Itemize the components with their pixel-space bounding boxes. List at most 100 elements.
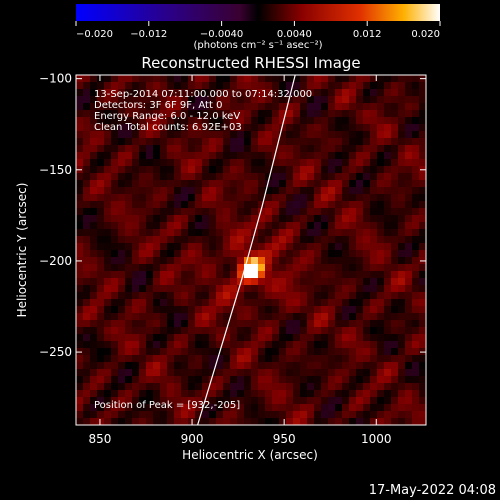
heatmap-cell xyxy=(132,250,140,258)
heatmap-cell xyxy=(412,397,420,405)
heatmap-cell xyxy=(230,362,238,370)
heatmap-cell xyxy=(328,187,336,195)
heatmap-cell xyxy=(125,404,133,412)
heatmap-cell xyxy=(230,320,238,328)
heatmap-cell xyxy=(139,187,147,195)
heatmap-cell xyxy=(356,138,364,146)
heatmap-cell xyxy=(97,152,105,160)
heatmap-cell xyxy=(104,383,112,391)
heatmap-cell xyxy=(230,355,238,363)
heatmap-cell xyxy=(272,103,280,111)
heatmap-cell xyxy=(412,103,420,111)
heatmap-cell xyxy=(181,145,189,153)
heatmap-cell xyxy=(111,103,119,111)
heatmap-cell xyxy=(251,285,259,293)
heatmap-cell xyxy=(405,166,413,174)
heatmap-cell xyxy=(321,243,329,251)
heatmap-cell xyxy=(111,110,119,118)
heatmap-cell xyxy=(153,306,161,314)
heatmap-cell xyxy=(419,376,426,384)
heatmap-cell xyxy=(272,362,280,370)
heatmap-cell xyxy=(132,369,140,377)
heatmap-cell xyxy=(300,103,308,111)
heatmap-cell xyxy=(118,306,126,314)
heatmap-cell xyxy=(286,348,294,356)
heatmap-cell xyxy=(139,418,147,425)
heatmap-cell xyxy=(223,110,231,118)
heatmap-cell xyxy=(104,306,112,314)
heatmap-cell xyxy=(419,327,426,335)
heatmap-cell xyxy=(328,278,336,286)
heatmap-cell xyxy=(188,194,196,202)
heatmap-cell xyxy=(160,117,168,125)
heatmap-cell xyxy=(342,390,350,398)
heatmap-cell xyxy=(244,313,252,321)
heatmap-cell xyxy=(209,110,217,118)
heatmap-cell xyxy=(356,229,364,237)
heatmap-cell xyxy=(153,320,161,328)
heatmap-cell xyxy=(377,166,385,174)
heatmap-cell xyxy=(293,138,301,146)
heatmap-cell xyxy=(272,278,280,286)
heatmap-cell xyxy=(307,404,315,412)
heatmap-cell xyxy=(314,411,322,419)
heatmap-cell xyxy=(398,117,406,125)
heatmap-cell xyxy=(335,299,343,307)
heatmap-cell xyxy=(342,355,350,363)
heatmap-cell xyxy=(335,201,343,209)
heatmap-cell xyxy=(146,117,154,125)
heatmap-cell xyxy=(209,362,217,370)
heatmap-cell xyxy=(307,117,315,125)
heatmap-cell xyxy=(307,173,315,181)
heatmap-cell xyxy=(272,341,280,349)
heatmap-cell xyxy=(125,341,133,349)
heatmap-cell xyxy=(293,75,301,83)
heatmap-cell xyxy=(335,152,343,160)
heatmap-cell xyxy=(363,271,371,279)
heatmap-cell xyxy=(349,285,357,293)
heatmap-cell xyxy=(342,215,350,223)
heatmap-cell xyxy=(279,334,287,342)
heatmap-cell xyxy=(118,138,126,146)
heatmap-cell xyxy=(363,313,371,321)
heatmap-cell xyxy=(223,82,231,90)
heatmap-cell xyxy=(307,376,315,384)
heatmap-cell xyxy=(153,411,161,419)
heatmap-cell xyxy=(160,215,168,223)
heatmap-cell xyxy=(398,285,406,293)
heatmap-cell xyxy=(146,201,154,209)
heatmap-cell xyxy=(370,201,378,209)
heatmap-cell xyxy=(223,159,231,167)
y-tick-label: −100 xyxy=(39,72,72,86)
heatmap-cell xyxy=(90,96,98,104)
heatmap-cell xyxy=(90,229,98,237)
heatmap-cell xyxy=(272,369,280,377)
heatmap-cell xyxy=(237,355,245,363)
heatmap-cell xyxy=(237,376,245,384)
heatmap-cell xyxy=(230,376,238,384)
heatmap-cell xyxy=(370,124,378,132)
heatmap-cell xyxy=(335,117,343,125)
heatmap-cell xyxy=(244,348,252,356)
heatmap-cell xyxy=(118,250,126,258)
heatmap-cell xyxy=(349,138,357,146)
heatmap-cell xyxy=(195,299,203,307)
heatmap-cell xyxy=(153,208,161,216)
heatmap-cell xyxy=(272,145,280,153)
heatmap-cell xyxy=(377,159,385,167)
heatmap-cell xyxy=(216,215,224,223)
heatmap-cell xyxy=(76,362,84,370)
heatmap-cell xyxy=(160,159,168,167)
heatmap-cell xyxy=(209,285,217,293)
heatmap-cell xyxy=(230,306,238,314)
heatmap-cell xyxy=(216,320,224,328)
heatmap-cell xyxy=(139,236,147,244)
heatmap-cell xyxy=(111,390,119,398)
heatmap-cell xyxy=(412,271,420,279)
heatmap-cell xyxy=(419,152,426,160)
heatmap-cell xyxy=(314,418,322,425)
heatmap-cell xyxy=(412,89,420,97)
heatmap-cell xyxy=(181,208,189,216)
heatmap-cell xyxy=(195,327,203,335)
heatmap-cell xyxy=(321,166,329,174)
